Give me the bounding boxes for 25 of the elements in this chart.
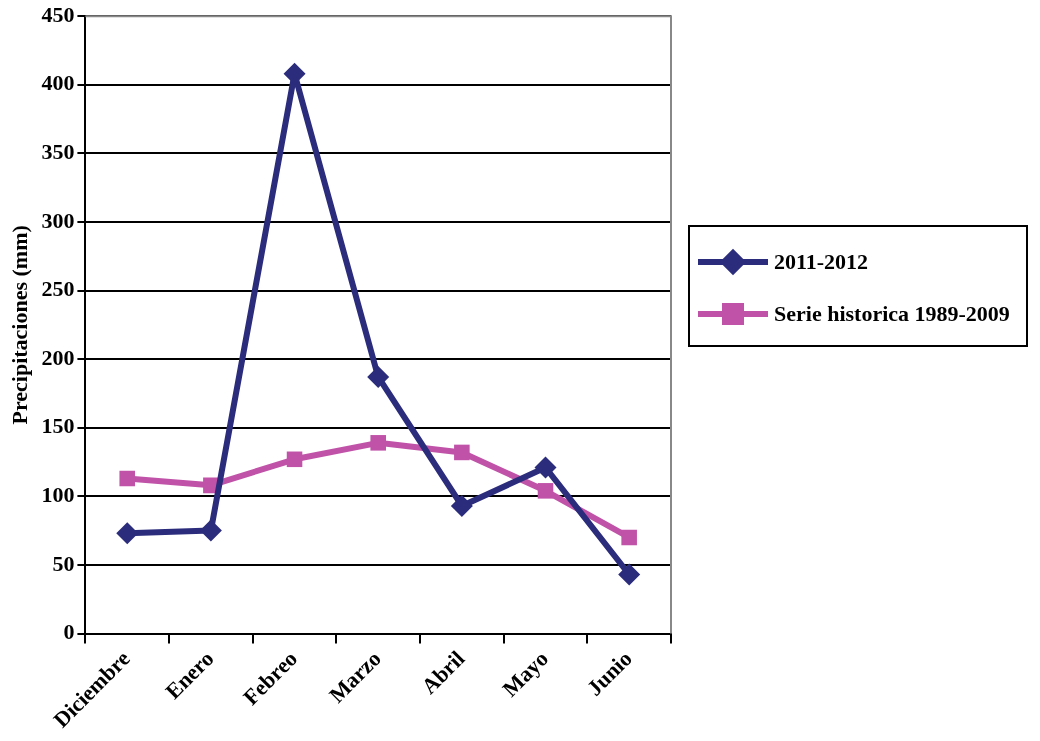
point (199, 519, 222, 542)
legend-label: 2011-2012 (774, 249, 869, 275)
y-tick-label: 300 (41, 207, 75, 233)
y-tick-label: 100 (41, 482, 75, 508)
point (367, 365, 390, 388)
point (621, 529, 637, 546)
y-tick-label: 0 (63, 619, 75, 645)
point (370, 435, 386, 451)
point (454, 444, 470, 461)
y-axis-title: Precipitaciones (mm) (6, 225, 32, 425)
y-tick-label: 200 (41, 344, 75, 370)
y-tick-label: 250 (41, 276, 75, 302)
legend-label: Serie historica 1989-2009 (774, 301, 1010, 327)
point (119, 470, 136, 487)
y-tick-label: 400 (41, 70, 75, 96)
point (618, 563, 641, 586)
point (116, 522, 139, 545)
y-tick-label: 450 (41, 1, 75, 27)
point (450, 494, 473, 517)
point (534, 456, 557, 479)
y-tick-label: 350 (41, 139, 75, 165)
point (286, 451, 303, 468)
y-tick-label: 50 (52, 550, 75, 576)
y-tick-label: 150 (41, 413, 75, 439)
point (537, 483, 554, 499)
